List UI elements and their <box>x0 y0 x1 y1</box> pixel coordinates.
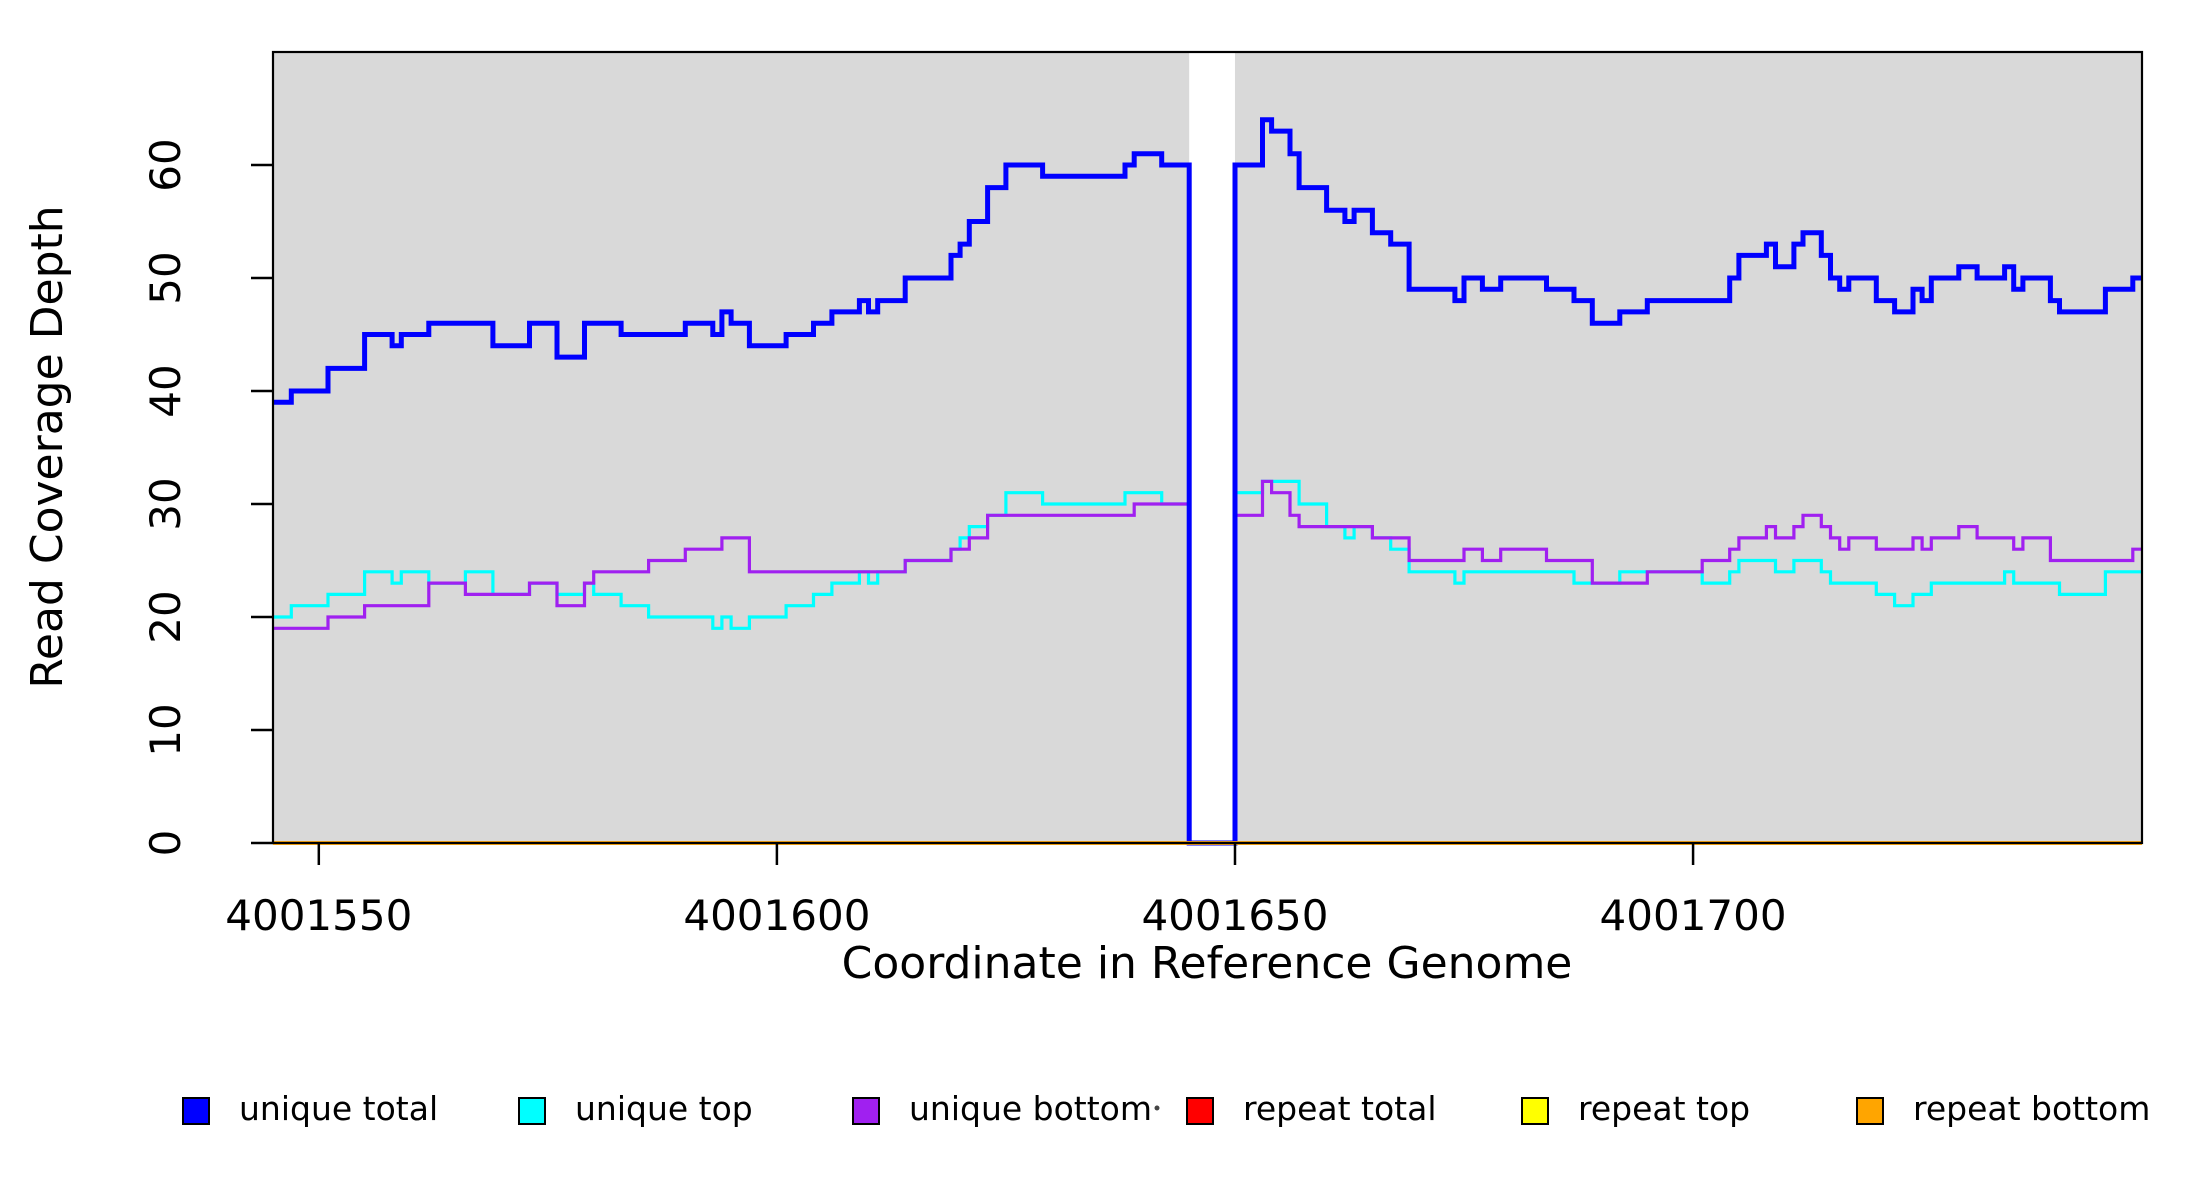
series-line-unique-total <box>273 117 2142 846</box>
y-axis-tick-label: 0 <box>141 830 190 857</box>
plot-border <box>271 50 2144 845</box>
zero-coverage-gap-band <box>1189 52 1235 843</box>
y-axis-tick-label: 30 <box>141 477 190 530</box>
x-axis-tick-label: 4001550 <box>225 891 412 940</box>
y-axis-tick-label: 50 <box>141 251 190 304</box>
x-axis-title: Coordinate in Reference Genome <box>842 938 1573 989</box>
y-axis-tick-label: 60 <box>141 138 190 191</box>
legend-label-unique-total: unique total <box>239 1089 438 1128</box>
x-axis-tick-label: 4001700 <box>1600 891 1787 940</box>
legend-swatch-repeat-bottom <box>1856 1097 1884 1125</box>
y-axis-tick-label: 40 <box>141 364 190 417</box>
stray-dot-artifact <box>1154 1105 1160 1111</box>
legend-label-repeat-total: repeat total <box>1243 1089 1437 1128</box>
legend-label-unique-top: unique top <box>575 1089 753 1128</box>
legend-swatch-unique-top <box>518 1097 546 1125</box>
series-line-unique-top <box>273 479 2142 845</box>
legend-swatch-repeat-top <box>1521 1097 1549 1125</box>
x-axis-tick-label: 4001600 <box>683 891 870 940</box>
legend-label-repeat-bottom: repeat bottom <box>1913 1089 2150 1128</box>
series-line-unique-bottom <box>273 479 2142 845</box>
y-axis-tick-label: 20 <box>141 590 190 643</box>
legend-label-repeat-top: repeat top <box>1578 1089 1750 1128</box>
x-axis-tick-label: 4001650 <box>1141 891 1328 940</box>
y-axis-tick-label: 10 <box>141 703 190 756</box>
legend-swatch-unique-bottom <box>852 1097 880 1125</box>
legend-swatch-unique-total <box>182 1097 210 1125</box>
legend-swatch-repeat-total <box>1186 1097 1214 1125</box>
legend-label-unique-bottom: unique bottom <box>909 1089 1152 1128</box>
y-axis-title: Read Coverage Depth <box>22 205 73 688</box>
